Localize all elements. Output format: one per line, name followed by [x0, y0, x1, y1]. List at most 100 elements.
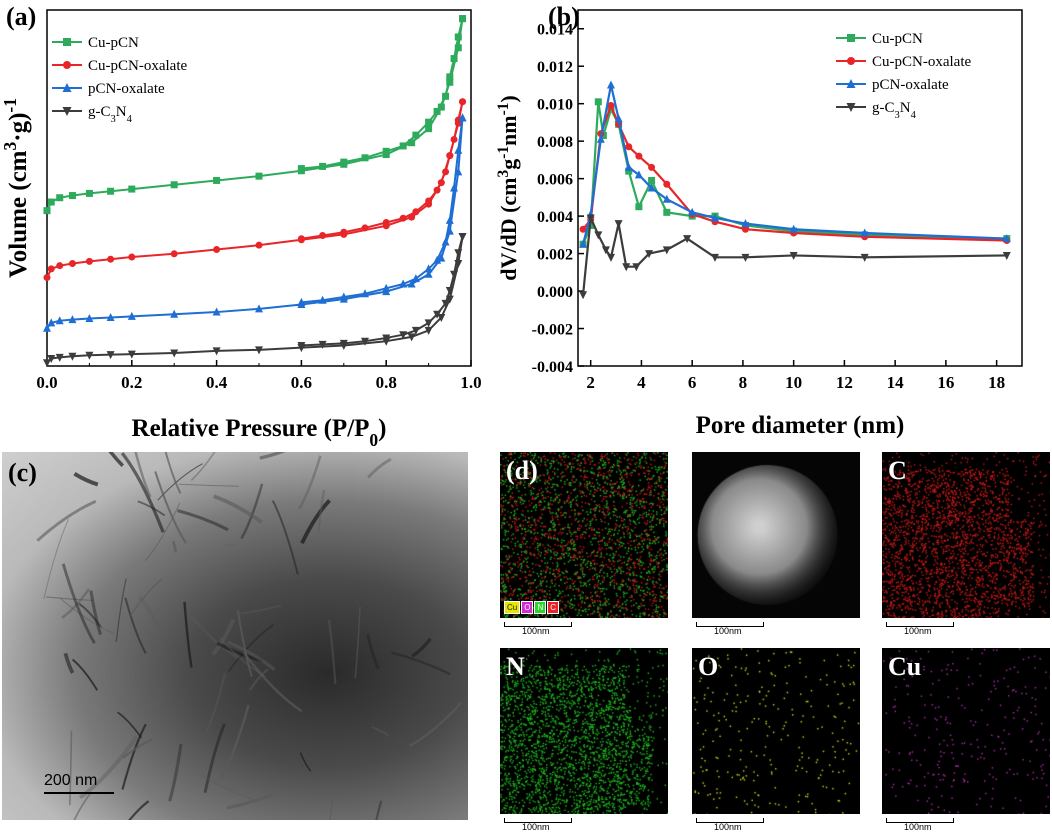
tem-fiber	[129, 578, 163, 617]
isotherm-point	[47, 265, 55, 273]
eds-scale-label: 100nm	[904, 626, 932, 636]
tem-texture	[36, 452, 463, 820]
tem-fiber	[203, 723, 226, 794]
psd-point	[606, 80, 615, 89]
isotherm-point	[255, 304, 263, 313]
tem-fiber	[168, 743, 183, 802]
tem-fiber	[144, 502, 181, 562]
isotherm-point	[424, 319, 433, 328]
eds-scale-line	[886, 818, 954, 823]
psd-legend-marker	[846, 103, 856, 112]
isotherm-point	[424, 326, 433, 335]
tem-fiber	[115, 578, 127, 642]
psd-ytick-label: 0.000	[537, 284, 573, 301]
psd-ytick-label: 0.002	[537, 247, 573, 264]
psd-xtick-label: 8	[739, 373, 748, 392]
tem-fiber	[371, 726, 390, 737]
isotherm-point	[106, 312, 115, 321]
isotherm-point	[318, 295, 327, 304]
tem-fiber	[178, 483, 239, 487]
isotherm-point	[340, 228, 348, 236]
isotherm-point	[425, 125, 433, 133]
isotherm-point	[407, 279, 416, 288]
isotherm-point	[458, 113, 467, 122]
isotherm-point	[408, 139, 416, 147]
psd-ytick-label: 0.008	[537, 134, 573, 151]
tem-fiber	[128, 800, 150, 820]
isotherm-xtick-label: 0.2	[121, 373, 142, 392]
eds-element-label: O	[698, 652, 719, 681]
tem-fiber	[61, 588, 91, 619]
isotherm-point	[382, 334, 391, 343]
isotherm-point	[170, 250, 178, 258]
isotherm-point	[445, 215, 454, 224]
isotherm-point	[68, 192, 76, 200]
isotherm-point	[411, 274, 420, 283]
tem-fiber	[300, 499, 331, 545]
isotherm-point	[433, 255, 442, 264]
isotherm-xtick-label: 0.4	[206, 373, 228, 392]
psd-point	[624, 162, 633, 171]
isotherm-point	[255, 172, 263, 180]
isotherm-point	[55, 353, 64, 362]
tem-fiber	[375, 800, 383, 820]
tem-fiber	[367, 457, 392, 479]
isotherm-point	[127, 350, 136, 359]
psd-legend-label: pCN-oxalate	[872, 77, 949, 93]
tem-fiber	[78, 602, 102, 628]
psd-legend-marker	[846, 79, 856, 88]
isotherm-legend-marker	[63, 38, 71, 46]
eds-scale-line	[696, 622, 764, 627]
isotherm-point	[442, 92, 450, 100]
isotherm-point	[412, 131, 420, 139]
eds-scale-bar: 100nm	[504, 816, 574, 832]
isotherm-point	[68, 352, 77, 361]
isotherm-desorption-line	[301, 117, 464, 304]
isotherm-point	[450, 55, 458, 63]
tem-fiber	[366, 634, 380, 670]
tem-fiber	[213, 494, 263, 524]
psd-xtick-label: 2	[586, 373, 595, 392]
psd-point	[614, 220, 623, 229]
psd-point	[594, 98, 602, 106]
eds-scale-line	[886, 622, 954, 627]
psd-point	[586, 214, 595, 223]
psd-point	[647, 183, 656, 192]
isotherm-point	[43, 207, 51, 215]
eds-map-pixels	[882, 452, 1050, 618]
isotherm-point	[433, 186, 441, 194]
tem-fiber	[259, 452, 286, 460]
eds-element-legend: Cu O N C	[504, 601, 560, 614]
psd-point	[606, 253, 615, 262]
isotherm-point	[319, 162, 327, 170]
isotherm-point	[450, 183, 459, 192]
eds-scale-bar: 100nm	[504, 620, 574, 636]
eds-scale-label: 100nm	[714, 626, 742, 636]
psd-point	[860, 253, 869, 262]
tem-fiber	[46, 596, 94, 601]
isotherm-point	[446, 73, 454, 81]
psd-ytick-label: 0.010	[537, 97, 573, 114]
eds-scale-bar: 100nm	[886, 816, 956, 832]
psd-xtick-label: 18	[988, 373, 1005, 392]
tem-fiber	[248, 668, 269, 691]
isotherm-point	[107, 187, 115, 195]
psd-point	[579, 291, 588, 300]
isotherm-point	[213, 176, 221, 184]
isotherm-point	[399, 331, 408, 340]
tem-fiber	[224, 543, 237, 547]
isotherm-point	[382, 219, 390, 227]
tem-fiber	[226, 792, 274, 810]
isotherm-point	[454, 44, 462, 52]
isotherm-point	[433, 107, 441, 115]
isotherm-point	[361, 337, 369, 346]
eds-scale-bar: 100nm	[696, 816, 766, 832]
psd-point	[741, 225, 749, 233]
isotherm-point	[43, 359, 51, 368]
panel-label-c: (c)	[8, 458, 37, 487]
isotherm-point	[454, 260, 463, 269]
isotherm-point	[411, 326, 420, 335]
tem-scale-bar	[44, 792, 114, 794]
isotherm-point	[445, 226, 454, 235]
